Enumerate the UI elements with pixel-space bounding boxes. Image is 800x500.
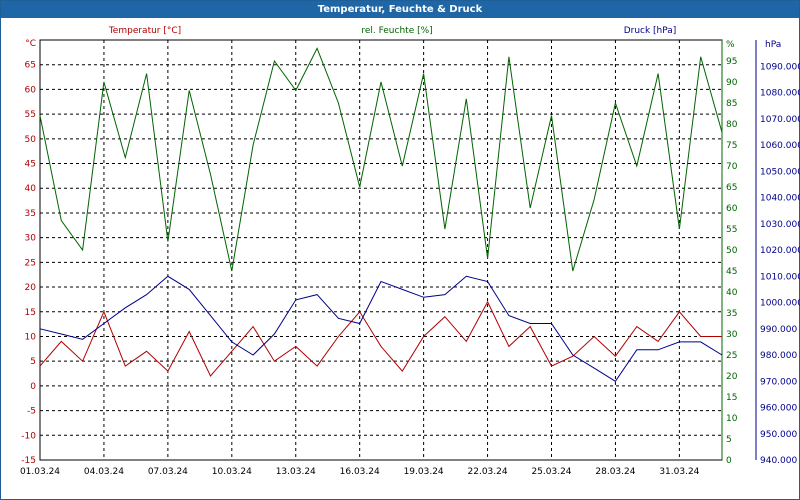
x-tick-label: 25.03.24 <box>531 467 571 477</box>
pressure-tick-label: 990.000 <box>760 325 797 335</box>
temperature-tick-label: -15 <box>21 456 36 466</box>
pressure-tick-label: 1020.000 <box>760 246 800 256</box>
humidity-tick-label: 60 <box>726 204 738 214</box>
humidity-tick-label: 85 <box>726 99 737 109</box>
pressure-tick-label: 1090.000 <box>760 62 800 72</box>
series-name-pressure: Druck [hPa] <box>624 26 677 36</box>
humidity-tick-label: 20 <box>726 372 738 382</box>
humidity-tick-label: 50 <box>726 246 738 256</box>
humidity-tick-label: 65 <box>726 183 737 193</box>
pressure-tick-label: 1080.000 <box>760 89 800 99</box>
pressure-unit-label: hPa <box>765 40 781 50</box>
temperature-tick-label: 0 <box>30 382 36 392</box>
temperature-tick-label: 40 <box>25 184 37 194</box>
humidity-tick-label: 55 <box>726 225 737 235</box>
temperature-tick-label: 30 <box>25 234 37 244</box>
x-tick-label: 19.03.24 <box>404 467 444 477</box>
labels: -15 -10 -5 0 5 10 15 20 25 30 35 40 45 50 55 60 65 0 5 10 15… <box>20 26 800 477</box>
pressure-tick-label: 1060.000 <box>760 141 800 151</box>
temperature-tick-label: -10 <box>21 431 36 441</box>
humidity-tick-label: 95 <box>726 57 737 67</box>
x-tick-label: 04.03.24 <box>84 467 124 477</box>
humidity-unit-label: % <box>726 40 735 50</box>
temperature-tick-label: 25 <box>25 258 36 268</box>
humidity-tick-label: 35 <box>726 309 737 319</box>
x-tick-label: 01.03.24 <box>20 467 60 477</box>
pressure-tick-label: 960.000 <box>760 404 797 414</box>
humidity-tick-label: 0 <box>726 456 732 466</box>
temperature-tick-label: 15 <box>25 308 36 318</box>
pressure-tick-label: 950.000 <box>760 430 797 440</box>
humidity-tick-label: 75 <box>726 141 737 151</box>
x-tick-label: 10.03.24 <box>212 467 252 477</box>
temperature-tick-label: 10 <box>25 332 37 342</box>
humidity-tick-label: 40 <box>726 288 738 298</box>
humidity-tick-label: 15 <box>726 393 737 403</box>
series-line-temperature <box>39 300 722 377</box>
humidity-tick-label: 90 <box>726 78 738 88</box>
temperature-tick-label: 20 <box>25 283 37 293</box>
temperature-tick-label: -5 <box>27 407 36 417</box>
series-name-temperature: Temperatur [°C] <box>108 26 181 36</box>
series-name-humidity: rel. Feuchte [%] <box>361 26 432 36</box>
temperature-tick-label: 5 <box>30 357 36 367</box>
x-tick-label: 13.03.24 <box>276 467 316 477</box>
humidity-tick-label: 30 <box>726 330 738 340</box>
series-line-pressure <box>39 275 723 382</box>
pressure-tick-label: 1050.000 <box>760 167 800 177</box>
humidity-tick-label: 25 <box>726 351 737 361</box>
pressure-tick-label: 980.000 <box>760 351 797 361</box>
pressure-tick-label: 1040.000 <box>760 194 800 204</box>
grid <box>39 40 722 461</box>
pressure-tick-label: 1000.000 <box>760 299 800 309</box>
pressure-tick-label: 970.000 <box>760 377 797 387</box>
x-tick-label: 22.03.24 <box>468 467 508 477</box>
humidity-tick-label: 70 <box>726 162 738 172</box>
humidity-tick-label: 45 <box>726 267 737 277</box>
window-title: Temperatur, Feuchte & Druck <box>1 1 799 18</box>
humidity-tick-label: 80 <box>726 120 738 130</box>
temperature-tick-label: 50 <box>25 135 37 145</box>
temperature-unit-label: °C <box>25 39 36 49</box>
pressure-tick-label: 940.000 <box>760 456 797 466</box>
axes <box>39 39 757 461</box>
temperature-tick-label: 35 <box>25 209 36 219</box>
x-tick-label: 31.03.24 <box>659 467 699 477</box>
x-tick-label: 07.03.24 <box>148 467 188 477</box>
temperature-tick-label: 55 <box>25 110 36 120</box>
x-tick-label: 16.03.24 <box>340 467 380 477</box>
temperature-tick-label: 60 <box>25 85 37 95</box>
pressure-tick-label: 1070.000 <box>760 115 800 125</box>
humidity-tick-label: 10 <box>726 414 738 424</box>
pressure-tick-label: 1010.000 <box>760 272 800 282</box>
series-line-humidity <box>39 47 723 272</box>
series-layer <box>39 47 723 382</box>
temperature-tick-label: 45 <box>25 160 36 170</box>
plot-frame <box>39 39 723 461</box>
pressure-tick-label: 1030.000 <box>760 220 800 230</box>
humidity-tick-label: 5 <box>726 435 732 445</box>
x-tick-label: 28.03.24 <box>595 467 635 477</box>
temperature-tick-label: 65 <box>25 61 36 71</box>
